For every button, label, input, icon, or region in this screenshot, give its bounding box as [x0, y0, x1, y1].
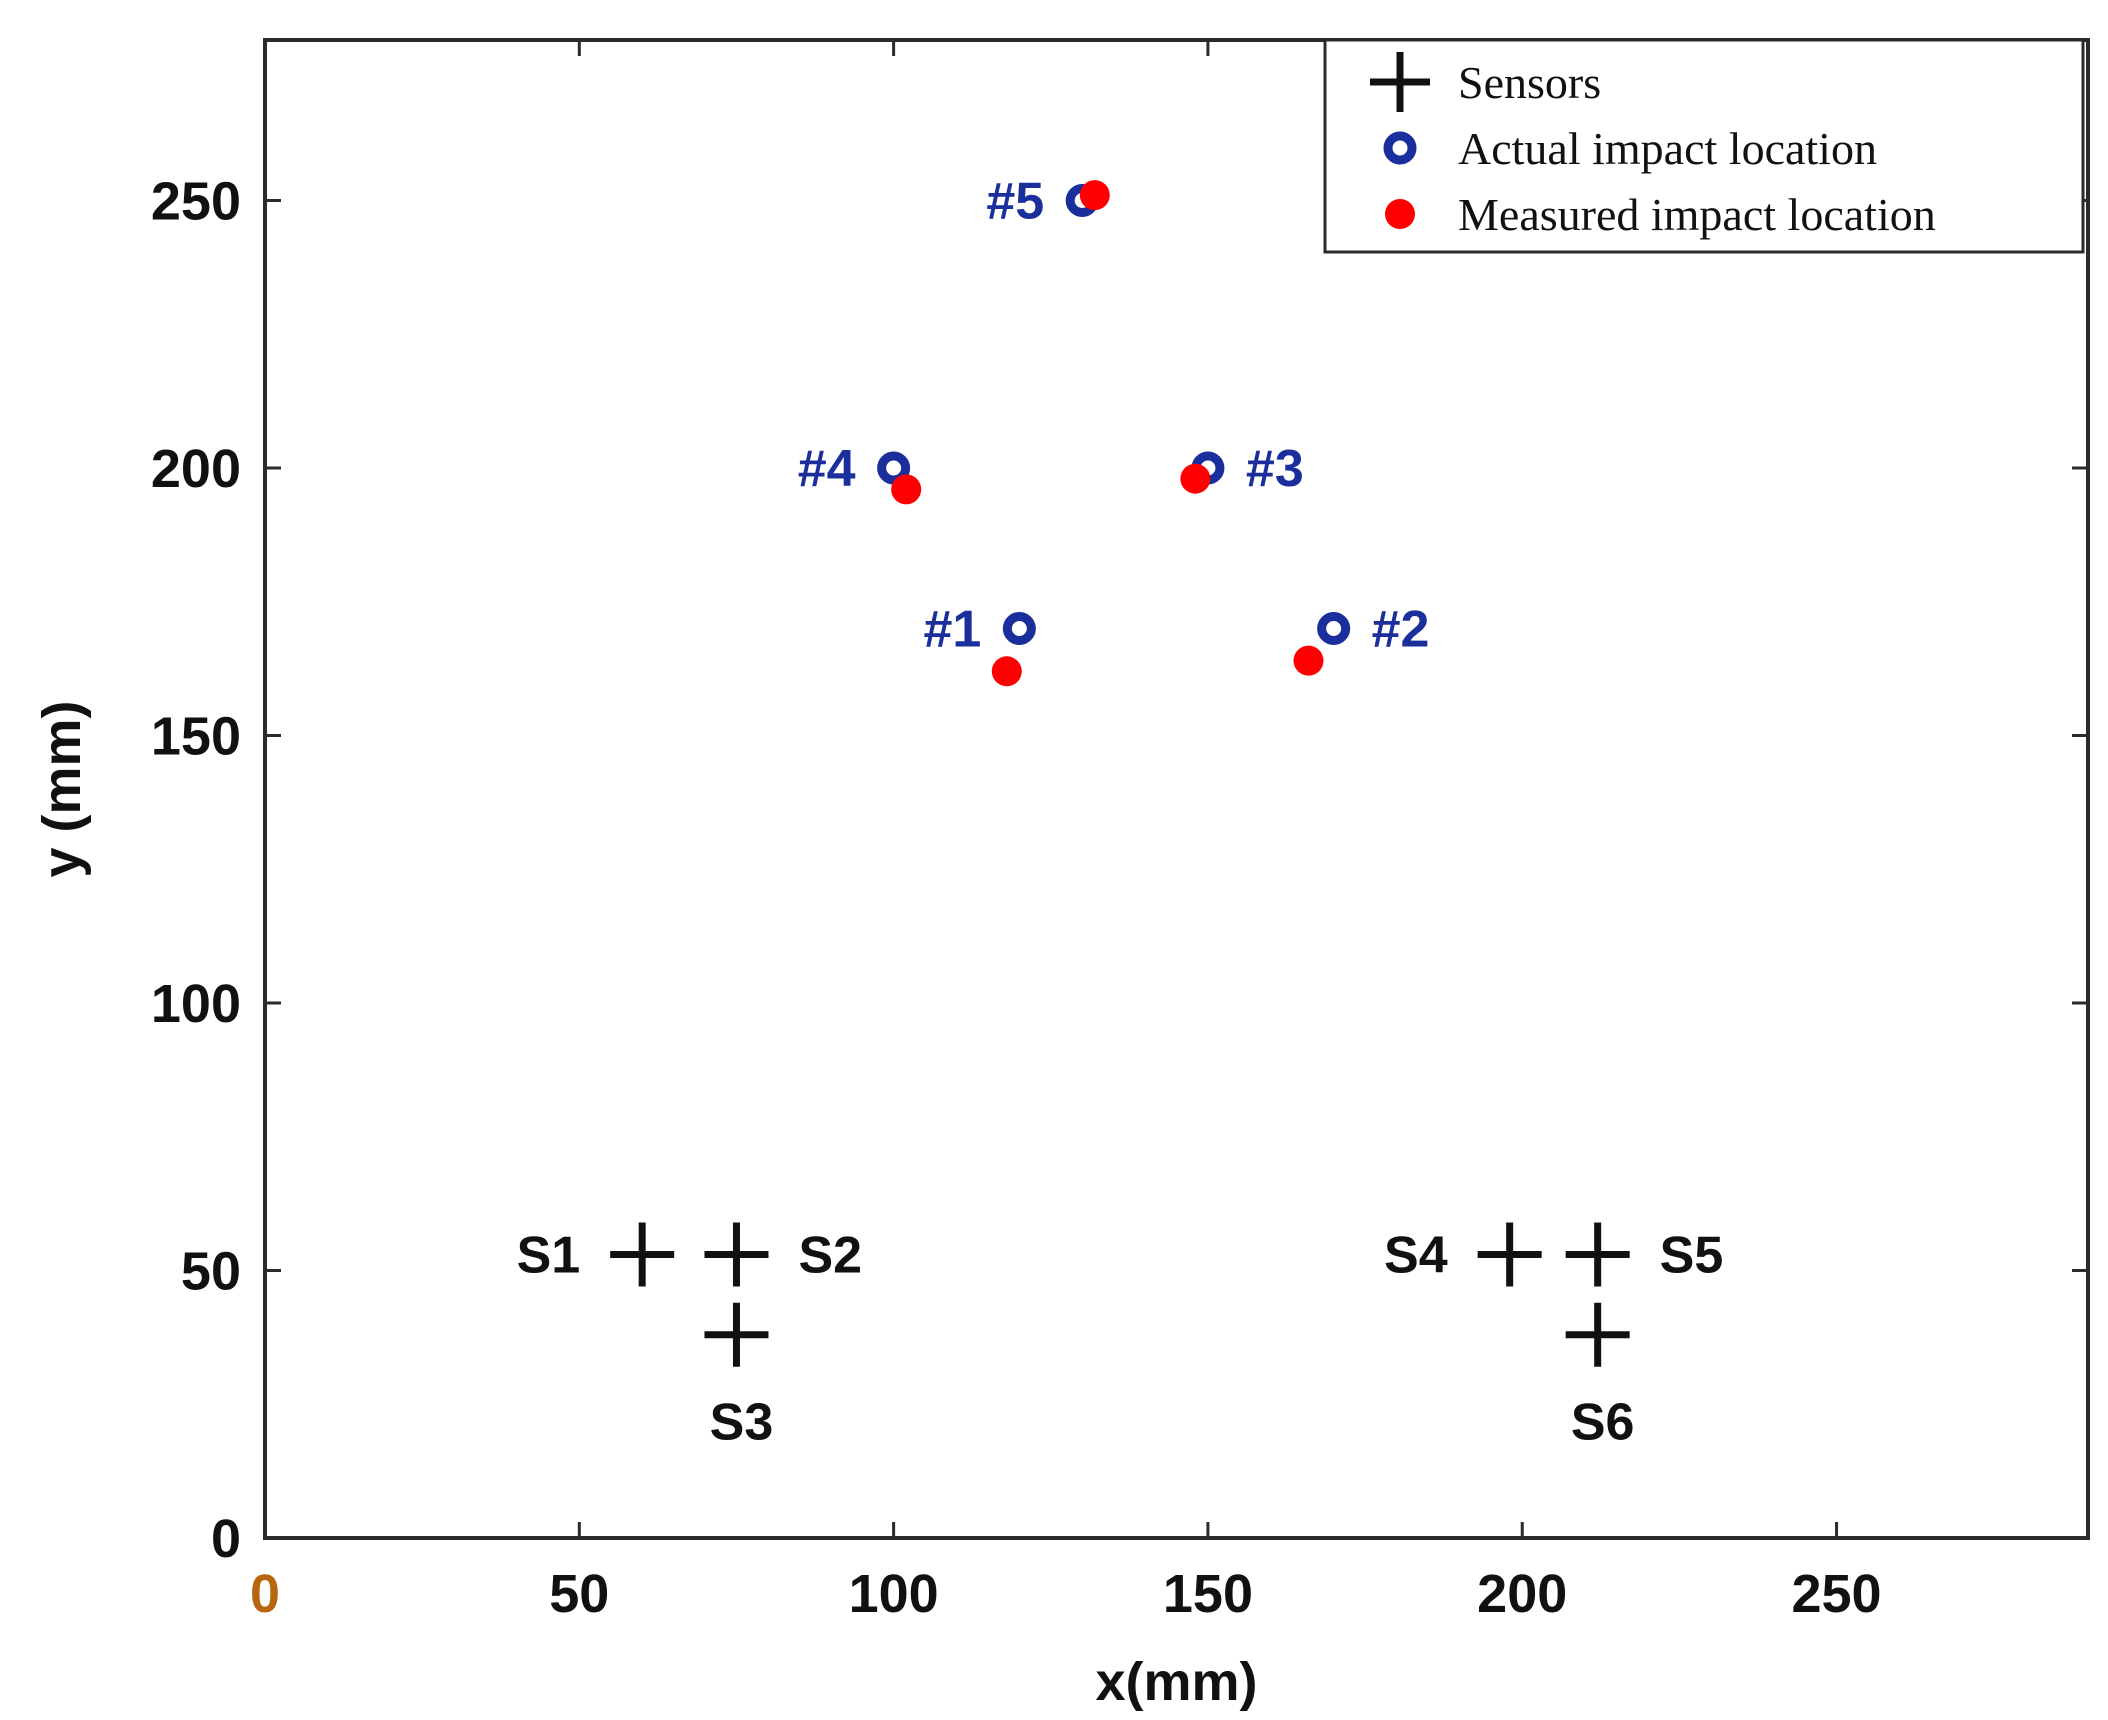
legend-items: Sensors Actual impact location Measured im…	[1370, 52, 1936, 240]
x-axis-title: x(mm)	[1095, 1652, 1257, 1712]
legend-sensor-marker	[1370, 52, 1430, 112]
legend-measured-marker	[1385, 199, 1415, 229]
measured-impact-marker	[991, 656, 1022, 687]
y-tick-label: 100	[151, 974, 241, 1034]
legend-label: Sensors	[1458, 57, 1601, 108]
legend-label: Measured impact location	[1458, 189, 1936, 240]
sensor-marker	[1477, 1222, 1542, 1287]
legend-box	[1323, 38, 2085, 254]
y-tick-label: 150	[151, 707, 241, 767]
x-tick-label: 150	[1163, 1564, 1253, 1624]
x-tick-label: 100	[849, 1564, 939, 1624]
impact-point-label: #5	[986, 173, 1044, 231]
data-marks	[610, 180, 1630, 1367]
sensor-marker	[704, 1302, 769, 1367]
sensor-label: S2	[798, 1226, 862, 1284]
impact-point-label: #2	[1372, 601, 1430, 659]
x-tick-label: 250	[1791, 1564, 1881, 1624]
actual-impact-marker	[877, 451, 911, 485]
sensor-marker	[1565, 1222, 1630, 1287]
x-tick-label: 0	[250, 1564, 280, 1624]
impact-point-label: #3	[1246, 440, 1304, 498]
plot-area	[263, 38, 2090, 1540]
y-tick-label: 250	[151, 172, 241, 232]
legend-label: Actual impact location	[1458, 123, 1877, 174]
sensor-marker	[610, 1222, 675, 1287]
sensor-label: S5	[1660, 1226, 1724, 1284]
x-tick-label: 200	[1477, 1564, 1567, 1624]
measured-impact-marker	[891, 474, 922, 505]
impact-point-label: #1	[924, 601, 982, 659]
measured-impact-marker	[1293, 645, 1324, 676]
sensor-label: S4	[1384, 1226, 1448, 1284]
sensor-marker	[1565, 1302, 1630, 1367]
y-axis-title: y (mm)	[32, 700, 92, 877]
sensor-label: S3	[710, 1394, 774, 1452]
measured-impact-marker	[1180, 463, 1211, 494]
sensor-marker	[704, 1222, 769, 1287]
measured-impact-marker	[1079, 180, 1110, 211]
sensor-label: S6	[1571, 1394, 1635, 1452]
legend-actual-marker	[1383, 131, 1417, 165]
impact-point-label: #4	[798, 440, 856, 498]
x-tick-label: 50	[549, 1564, 609, 1624]
actual-impact-marker	[1317, 612, 1351, 645]
point-labels: S1 S2 S3 S4 S5 S6 #1 #2 #3 #4 #5	[517, 173, 1724, 1452]
legend: Sensors Actual impact location Measured im…	[1323, 38, 2085, 254]
y-tick-label: 200	[151, 439, 241, 499]
y-tick-label: 50	[181, 1242, 241, 1302]
actual-impact-marker	[1002, 612, 1036, 645]
y-tick-label: 0	[211, 1509, 241, 1569]
axis-tick-labels: 0 50 100 150 200 250 0 50 100 150 200 250	[151, 172, 1882, 1625]
sensor-label: S1	[517, 1226, 581, 1284]
